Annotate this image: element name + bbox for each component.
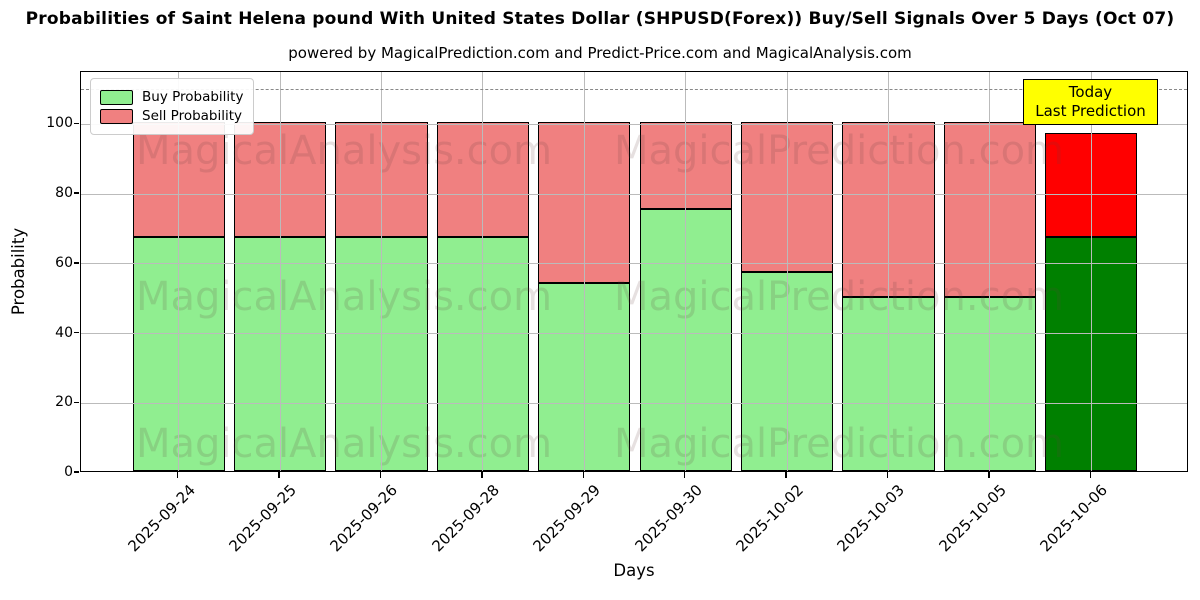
v-gridline <box>279 72 281 471</box>
v-gridline <box>786 72 788 471</box>
h-gridline <box>81 123 1187 125</box>
x-tick-mark <box>683 472 686 478</box>
v-gridline <box>583 72 585 471</box>
plot-area: MagicalAnalysis.com MagicalPrediction.com… <box>80 71 1188 472</box>
y-tick-label: 0 <box>64 464 73 480</box>
x-tick-mark <box>582 472 585 478</box>
x-tick-label: 2025-09-26 <box>326 481 402 556</box>
y-tick-mark <box>74 122 79 125</box>
legend: Buy Probability Sell Probability <box>90 78 255 135</box>
x-tick-mark <box>1089 472 1092 478</box>
h-gridline <box>81 333 1187 335</box>
y-tick-mark <box>74 471 79 473</box>
x-tick-label: 2025-09-30 <box>631 481 706 556</box>
annotation-line1: Today <box>1068 83 1113 101</box>
y-axis-label-text: Probability <box>9 227 29 316</box>
x-tick-mark <box>886 472 889 478</box>
v-gridline <box>381 72 382 471</box>
x-tick-mark <box>988 472 990 478</box>
v-gridline <box>482 72 484 471</box>
v-gridline <box>888 72 889 471</box>
threshold-dashed-line <box>81 89 1187 91</box>
x-tick-label: 2025-10-05 <box>935 481 1010 556</box>
x-axis-label: Days <box>613 561 655 580</box>
h-gridline <box>81 263 1187 265</box>
legend-label: Buy Probability <box>142 89 244 105</box>
chart-subtitle: powered by MagicalPrediction.com and Pre… <box>288 44 912 62</box>
legend-swatch <box>100 89 133 105</box>
grid-layer <box>81 72 1187 471</box>
x-tick-label: 2025-09-29 <box>529 481 605 556</box>
y-tick-label: 60 <box>55 254 73 271</box>
v-gridline <box>178 72 180 471</box>
legend-item: Buy Probability <box>100 89 243 105</box>
y-tick-label: 100 <box>46 115 73 132</box>
y-tick-label: 80 <box>55 185 73 202</box>
y-tick-label: 40 <box>55 324 73 341</box>
y-tick-mark <box>74 401 79 403</box>
y-tick-mark <box>74 331 79 334</box>
h-gridline <box>81 193 1187 195</box>
x-tick-label: 2025-10-03 <box>833 481 909 556</box>
x-tick-label: 2025-10-02 <box>732 481 807 556</box>
x-tick-mark <box>785 472 787 478</box>
v-gridline <box>1090 72 1092 471</box>
annotation-line2: Last Prediction <box>1035 102 1146 120</box>
y-tick-mark <box>74 192 79 194</box>
chart-title: Probabilities of Saint Helena pound With… <box>25 9 1175 29</box>
x-tick-label: 2025-09-24 <box>124 481 199 556</box>
x-tick-mark <box>481 472 483 478</box>
legend-label: Sell Probability <box>142 108 243 124</box>
legend-swatch <box>100 108 133 124</box>
today-annotation: Today Last Prediction <box>1023 79 1158 125</box>
x-tick-label: 2025-09-28 <box>428 481 503 556</box>
v-gridline <box>989 72 991 471</box>
x-tick-mark <box>278 472 280 478</box>
y-tick-label: 20 <box>55 394 73 411</box>
x-tick-label: 2025-09-25 <box>225 481 300 556</box>
x-tick-mark <box>176 472 179 478</box>
h-gridline <box>81 402 1187 404</box>
v-gridline <box>685 72 687 471</box>
legend-item: Sell Probability <box>100 108 243 124</box>
x-tick-label: 2025-10-06 <box>1036 481 1112 556</box>
y-tick-mark <box>74 262 79 264</box>
x-tick-mark <box>379 472 382 478</box>
